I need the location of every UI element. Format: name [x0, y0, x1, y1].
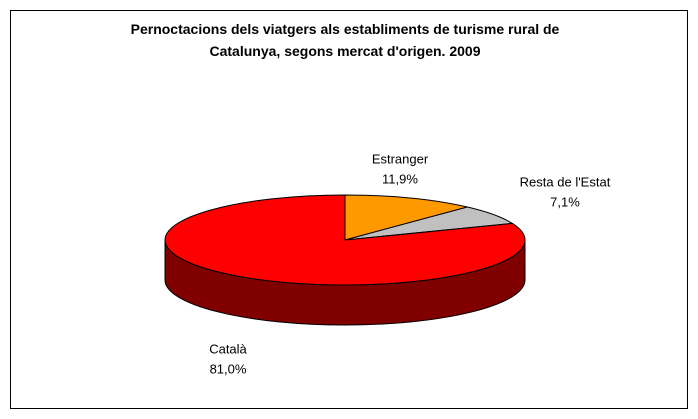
slice-value-label: 81,0% — [210, 361, 247, 376]
pie-slice — [344, 194, 468, 241]
slice-label: Resta de l'Estat — [520, 174, 611, 189]
pie-slice — [164, 194, 526, 286]
chart-title: Pernoctacions dels viatgers als establim… — [130, 21, 560, 59]
slice-value-label: 11,9% — [382, 171, 418, 186]
slice-label: Estranger — [372, 151, 429, 166]
slice-value-label: 7,1% — [550, 194, 580, 209]
slice-label: Català — [209, 341, 247, 356]
